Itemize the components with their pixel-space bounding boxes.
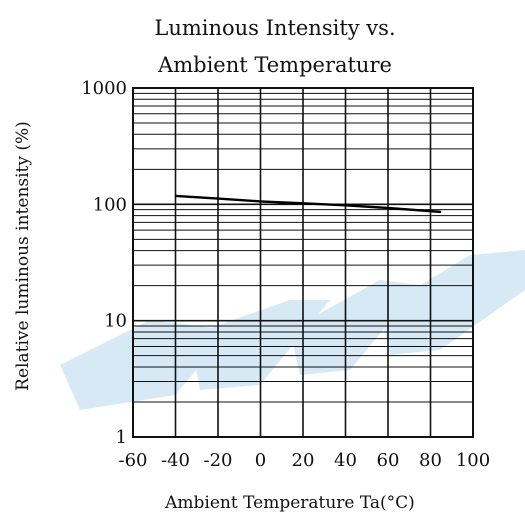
grid xyxy=(133,88,473,437)
x-tick-label: 0 xyxy=(255,450,266,471)
x-axis-ticks: -60 -40 -20 0 20 40 60 80 100 xyxy=(119,450,491,471)
x-axis-label: Ambient Temperature Ta(°C) xyxy=(164,493,415,513)
y-tick-label: 1000 xyxy=(81,78,127,99)
y-axis-ticks: 1 10 100 1000 xyxy=(81,78,127,448)
x-tick-label: -20 xyxy=(204,450,233,471)
x-tick-label: 80 xyxy=(419,450,442,471)
series-line xyxy=(175,194,442,214)
plot-frame xyxy=(132,87,474,438)
x-tick-label: 20 xyxy=(292,450,315,471)
chart-title-line-1: Luminous Intensity vs. xyxy=(154,16,395,40)
watermark-logo xyxy=(60,250,525,410)
y-tick-label: 1 xyxy=(116,427,127,448)
y-axis-label: Relative luminous intensity (%) xyxy=(13,121,33,391)
x-tick-label: 40 xyxy=(334,450,357,471)
x-tick-label: 100 xyxy=(456,450,490,471)
x-tick-label: -40 xyxy=(161,450,190,471)
series-group xyxy=(175,194,442,214)
x-tick-label: 60 xyxy=(377,450,400,471)
y-tick-label: 100 xyxy=(93,194,127,215)
y-tick-label: 10 xyxy=(104,311,127,332)
chart-title-line-2: Ambient Temperature xyxy=(157,53,392,77)
x-tick-label: -60 xyxy=(119,450,148,471)
